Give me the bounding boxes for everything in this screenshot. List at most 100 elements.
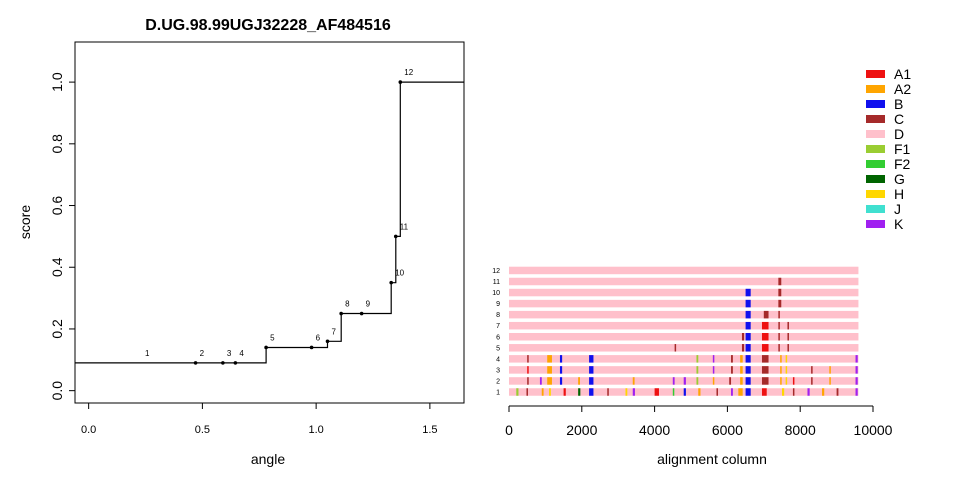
alignment-x-axis-label: alignment column (657, 451, 767, 467)
track-segment (745, 377, 751, 385)
track-segment (563, 388, 566, 396)
track-row: 8 (496, 310, 859, 319)
track-segment (731, 366, 733, 374)
track-segment (778, 344, 780, 352)
track-segment (741, 344, 745, 352)
track-row: 6 (496, 333, 859, 341)
track-segment (729, 377, 732, 385)
track-segment (526, 388, 528, 396)
y-axis: 0.0 0.2 0.4 0.6 0.8 1.0 (49, 72, 75, 400)
track-segment (716, 388, 718, 396)
track-segment (559, 377, 563, 385)
track-segment (745, 355, 751, 363)
track-segment (516, 388, 519, 396)
track-segment (745, 388, 751, 396)
legend-swatch (866, 220, 885, 228)
track-segment (541, 388, 544, 396)
track-base-bar (509, 266, 859, 275)
track-label: 3 (496, 367, 500, 374)
track-segment (559, 366, 563, 374)
track-segment (780, 355, 782, 363)
track-segment (785, 355, 788, 363)
legend-label: G (894, 171, 905, 187)
track-segment (761, 321, 769, 330)
data-point (309, 345, 314, 350)
track-row: 7 (496, 321, 859, 330)
track-label: 9 (496, 301, 500, 308)
track-segment (778, 321, 780, 330)
track-segment (787, 333, 789, 341)
track-segment (741, 333, 745, 341)
legend-swatch (866, 160, 885, 168)
legend-swatch (866, 70, 885, 78)
track-segment (712, 377, 715, 385)
data-point (393, 234, 398, 239)
track-segment (792, 377, 795, 385)
legend-item: H (866, 186, 904, 202)
track-segment (589, 388, 594, 396)
track-segment (549, 388, 551, 396)
track-base-bar (509, 344, 859, 352)
data-point (359, 311, 364, 316)
track-segment (761, 366, 769, 374)
y-tick-label: 0.4 (49, 257, 65, 277)
track-segment (855, 388, 858, 396)
track-segment (763, 310, 769, 319)
track-label: 1 (496, 390, 500, 397)
track-segment (683, 377, 686, 385)
track-segment (761, 388, 767, 396)
track-segment (745, 321, 751, 330)
x-tick-label: 1.5 (422, 424, 437, 436)
track-segment (712, 366, 715, 374)
legend-label: C (894, 111, 904, 127)
track-segment (745, 333, 751, 341)
track-segment (787, 344, 789, 352)
track-segment (829, 377, 831, 385)
point-label: 8 (345, 300, 350, 309)
track-segment (780, 377, 782, 385)
legend-item: A2 (866, 81, 911, 97)
track-segment (738, 388, 743, 396)
track-segment (782, 388, 785, 396)
track-base-bar (509, 333, 859, 341)
track-segment (527, 377, 529, 385)
track-segment (731, 355, 733, 363)
alignment-x-tick-label: 6000 (712, 422, 743, 438)
track-segment (811, 377, 813, 385)
track-segment (527, 366, 529, 374)
step-chart-panel: D.UG.98.99UGJ32228_AF484516 0.0 0.5 1.0 1.5… (17, 17, 465, 467)
track-row: 11 (493, 277, 859, 286)
legend-label: H (894, 186, 904, 202)
legend-swatch (866, 190, 885, 198)
track-label: 10 (492, 290, 500, 297)
track-segment (696, 366, 699, 374)
point-label: 9 (366, 300, 371, 309)
track-base-bar (509, 310, 859, 319)
alignment-x-tick-label: 8000 (785, 422, 816, 438)
legend-label: F1 (894, 141, 911, 157)
track-segment (778, 277, 782, 286)
data-point (193, 361, 198, 365)
y-tick-label: 0.8 (49, 134, 65, 154)
legend-item: F1 (866, 141, 911, 157)
data-point (325, 339, 330, 344)
track-label: 2 (496, 378, 500, 385)
point-label: 4 (239, 349, 244, 358)
data-point (339, 311, 343, 316)
legend-label: K (894, 216, 904, 232)
track-segment (578, 388, 581, 396)
legend-swatch (866, 130, 885, 138)
alignment-x-tick-label: 0 (505, 422, 513, 438)
track-segment (745, 288, 751, 297)
data-point (233, 361, 238, 365)
legend-swatch (866, 85, 885, 93)
x-tick-label: 0.0 (81, 424, 96, 436)
track-row: 12 (492, 266, 859, 275)
track-segment (761, 355, 769, 363)
track-segment (811, 366, 813, 374)
track-segment (712, 355, 715, 363)
track-segment (778, 310, 780, 319)
